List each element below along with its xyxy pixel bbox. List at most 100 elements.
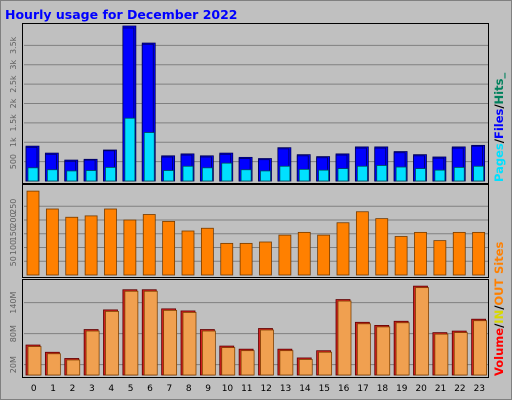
x-tick-label: 3 xyxy=(89,384,95,394)
bar-sites xyxy=(414,231,427,276)
bar-pages xyxy=(201,167,213,182)
bar-pages xyxy=(376,165,388,182)
bar-out xyxy=(163,309,178,376)
legend-in: IN xyxy=(492,310,506,324)
y-tick-label: 1k xyxy=(9,137,18,147)
legend-files: Files xyxy=(492,108,506,139)
bar-out xyxy=(201,330,216,376)
x-tick-label: 14 xyxy=(299,384,311,394)
y-tick-label: 500 xyxy=(9,154,18,169)
y-tick-label: 250 xyxy=(9,199,18,214)
x-tick-label: 23 xyxy=(474,384,485,394)
y-tick-label: 140M xyxy=(9,291,18,313)
bar-pages xyxy=(182,165,194,182)
bar-pages xyxy=(27,167,39,182)
bar-out xyxy=(318,351,333,376)
bar-pages xyxy=(240,169,252,182)
x-tick-label: 11 xyxy=(241,384,252,394)
bar-out xyxy=(279,350,294,376)
bar-sites xyxy=(84,215,98,276)
bar-sites xyxy=(259,241,272,276)
bar-pages xyxy=(124,117,136,182)
bar-sites xyxy=(394,236,408,276)
y-tick-label: 150 xyxy=(9,226,18,241)
bar-pages xyxy=(415,168,426,182)
bar-out xyxy=(434,333,449,376)
bar-pages xyxy=(298,168,310,182)
x-tick-label: 2 xyxy=(70,384,76,394)
bar-out xyxy=(415,287,429,376)
bar-out xyxy=(124,290,139,376)
bar-pages xyxy=(221,162,233,182)
bar-out xyxy=(240,350,255,376)
panel-sites xyxy=(22,184,489,278)
bar-out xyxy=(260,329,274,376)
bar-out xyxy=(376,326,391,376)
x-tick-label: 5 xyxy=(128,384,134,394)
legend-top: Pages/Files/Hits_ xyxy=(492,73,507,182)
x-tick-label: 15 xyxy=(319,384,330,394)
y-tick-label: 200 xyxy=(9,212,18,227)
legend-sites: Sites xyxy=(492,241,506,274)
bar-out xyxy=(143,290,158,376)
legend-vol-sep-1: / xyxy=(492,323,506,328)
x-tick-label: 17 xyxy=(357,384,368,394)
bar-sites xyxy=(65,216,79,276)
bar-pages xyxy=(260,170,271,182)
bar-out xyxy=(337,300,352,376)
bar-pages xyxy=(337,168,349,182)
bar-sites xyxy=(278,234,292,276)
bar-sites xyxy=(297,231,311,276)
bar-sites xyxy=(220,242,234,276)
bar-out xyxy=(105,310,119,376)
x-tick-label: 21 xyxy=(435,384,446,394)
y-tick-label: 3.5k xyxy=(9,36,18,54)
bar-out xyxy=(27,346,42,376)
bar-sites xyxy=(375,218,389,276)
legend-sep-1: / xyxy=(492,138,506,143)
bar-pages xyxy=(434,169,446,182)
bar-sites xyxy=(181,230,195,276)
legend-volume-label: Volume xyxy=(492,328,506,376)
legend-vol-sep-2: / xyxy=(492,305,506,310)
legend-sep-2: / xyxy=(492,104,506,109)
x-tick-label: 22 xyxy=(454,384,465,394)
legend-hits: Hits_ xyxy=(492,73,507,105)
bar-sites xyxy=(336,222,350,276)
bar-sites xyxy=(472,231,486,276)
bar-out xyxy=(182,312,197,376)
x-tick-label: 6 xyxy=(147,384,153,394)
y-tick-label: 20M xyxy=(9,356,18,373)
x-tick-label: 19 xyxy=(396,384,408,394)
y-tick-label: 2.5k xyxy=(9,75,18,93)
x-tick-label: 12 xyxy=(260,384,271,394)
y-tick-label: 100 xyxy=(9,240,18,255)
bar-sites xyxy=(162,220,176,276)
x-tick-label: 13 xyxy=(280,384,291,394)
bar-pages xyxy=(143,132,155,182)
panel-volume xyxy=(22,279,489,378)
bar-sites xyxy=(433,240,447,276)
bar-sites xyxy=(123,219,137,276)
x-tick-label: 10 xyxy=(222,384,234,394)
x-tick-label: 7 xyxy=(166,384,172,394)
bar-sites xyxy=(45,208,59,276)
bar-sites xyxy=(239,242,253,276)
bar-pages xyxy=(453,167,465,182)
x-tick-label: 0 xyxy=(31,384,37,394)
legend-pages: Pages xyxy=(492,143,506,182)
y-tick-label: 50 xyxy=(9,256,18,266)
x-tick-label: 8 xyxy=(186,384,192,394)
bar-out xyxy=(85,330,100,376)
bar-out xyxy=(46,353,61,376)
y-tick-label: 80M xyxy=(9,325,18,342)
bar-pages xyxy=(66,170,78,182)
bar-pages xyxy=(395,166,407,182)
bar-pages xyxy=(279,165,291,182)
bar-sites xyxy=(317,234,331,276)
bar-sites xyxy=(26,190,40,276)
bar-out xyxy=(473,320,488,376)
bar-out xyxy=(221,347,236,376)
